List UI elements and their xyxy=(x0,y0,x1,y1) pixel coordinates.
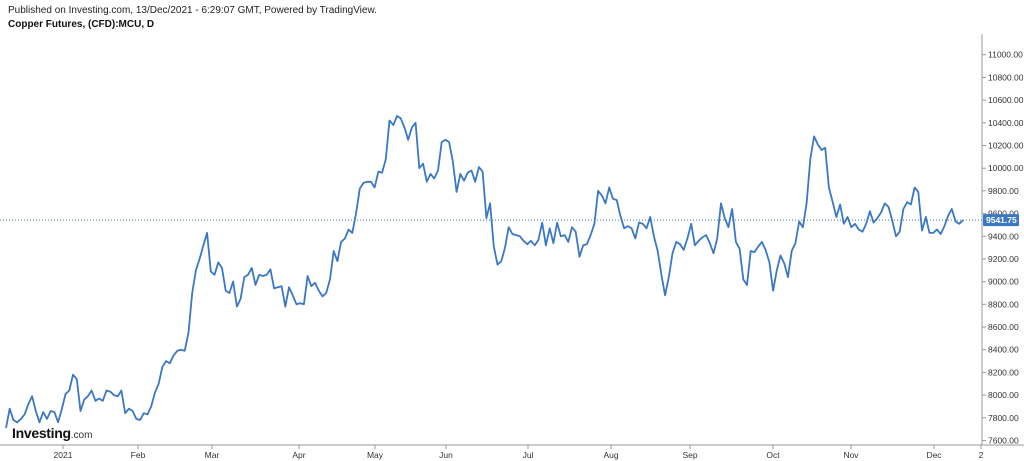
logo-suffix: .com xyxy=(70,430,93,441)
y-tick-label: 8200.00 xyxy=(988,367,1019,377)
y-tick-label: 7600.00 xyxy=(988,435,1019,445)
x-tick-label: Oct xyxy=(766,450,780,460)
last-price-label: 9541.75 xyxy=(983,214,1019,227)
y-tick-label: 10200.00 xyxy=(988,141,1024,151)
x-tick-label: Jul xyxy=(523,450,534,460)
x-tick-label: Aug xyxy=(603,450,618,460)
last-price-value: 9541.75 xyxy=(986,215,1017,225)
x-tick-label: Jun xyxy=(439,450,453,460)
investing-logo: Investing.com xyxy=(12,425,92,441)
x-tick-label: Feb xyxy=(131,450,146,460)
x-tick-label: Dec xyxy=(926,450,942,460)
y-tick-label: 9400.00 xyxy=(988,231,1019,241)
x-tick-label: Sep xyxy=(682,450,697,460)
logo-name: Investing xyxy=(12,425,71,441)
y-tick-label: 9800.00 xyxy=(988,186,1019,196)
y-tick-label: 10800.00 xyxy=(988,72,1024,82)
publish-info: Published on Investing.com, 13/Dec/2021 … xyxy=(8,5,377,16)
y-tick-label: 9600.00 xyxy=(988,209,1019,219)
y-tick-label: 9200.00 xyxy=(988,254,1019,264)
y-tick-label: 8600.00 xyxy=(988,322,1019,332)
last-price-label-bg xyxy=(983,214,1019,227)
y-tick-label: 8400.00 xyxy=(988,345,1019,355)
x-tick-label: Apr xyxy=(292,450,305,460)
x-tick-label: May xyxy=(367,450,384,460)
y-tick-label: 8800.00 xyxy=(988,299,1019,309)
chart-title: Copper Futures, (CFD):MCU, D xyxy=(8,19,155,30)
y-tick-label: 11000.00 xyxy=(988,50,1023,60)
y-tick-label: 10000.00 xyxy=(988,163,1024,173)
x-tick-label: Mar xyxy=(205,450,220,460)
y-tick-label: 7800.00 xyxy=(988,413,1019,423)
x-tick-label: Nov xyxy=(843,450,859,460)
y-tick-label: 10600.00 xyxy=(988,95,1024,105)
y-tick-label: 9000.00 xyxy=(988,277,1019,287)
y-tick-label: 8000.00 xyxy=(988,390,1019,400)
x-tick-label: 2 xyxy=(979,450,984,460)
x-axis: 2021 Feb Mar Apr May Jun Jul Aug Sep Oct Nov Dec 2 xyxy=(54,445,984,460)
series-line xyxy=(5,115,964,429)
y-tick-label: 10400.00 xyxy=(988,118,1024,128)
x-tick-label: 2021 xyxy=(54,450,73,460)
y-axis: 7600.00 7800.00 8000.00 8200.00 8400.00 8600.… xyxy=(982,50,1024,445)
